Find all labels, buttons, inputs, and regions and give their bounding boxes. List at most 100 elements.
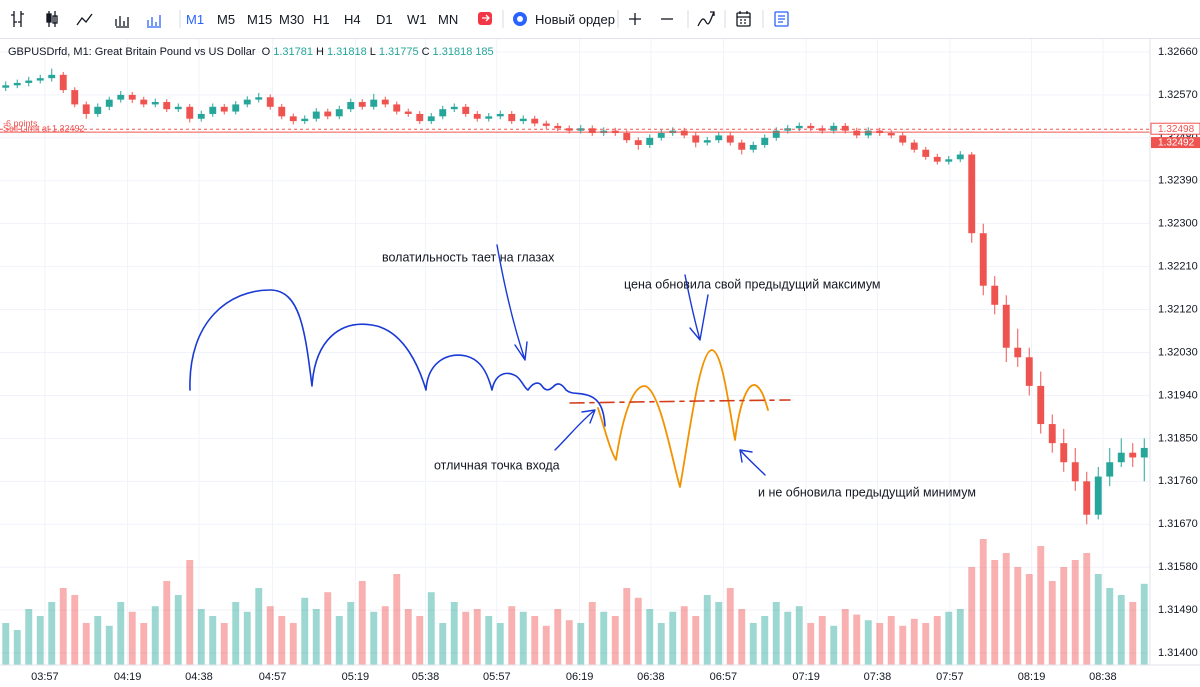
icon-candles-body[interactable] <box>52 15 58 24</box>
x-tick-label: 04:38 <box>185 671 213 683</box>
candle-body <box>151 102 159 105</box>
candle-body <box>1140 447 1148 458</box>
volume-bar <box>347 602 355 665</box>
volume-bar <box>71 595 79 665</box>
candle-body <box>82 104 90 114</box>
candle-body <box>140 99 148 105</box>
volume-bar <box>991 560 999 665</box>
volume-bar <box>128 611 136 665</box>
volume-bar <box>519 611 527 665</box>
candle-body <box>646 137 654 145</box>
volume-bar <box>899 625 907 665</box>
timeframe-button[interactable]: MN <box>438 12 459 27</box>
icon-calendar[interactable] <box>736 12 751 27</box>
volume-value: 185 <box>475 46 494 58</box>
volume-bar <box>289 623 297 665</box>
volume-bar <box>703 595 711 665</box>
blue-wave <box>189 289 606 427</box>
candle-body <box>657 133 665 138</box>
candle-body <box>1060 443 1068 463</box>
icon-order-dot[interactable] <box>517 16 523 22</box>
candle-body <box>243 99 251 105</box>
icon-bars[interactable] <box>11 11 24 27</box>
candle-body <box>427 116 435 122</box>
timeframe-button[interactable]: W1 <box>407 12 427 27</box>
x-tick-label: 05:38 <box>412 671 440 683</box>
candle-body <box>186 106 194 119</box>
volume-bar <box>473 609 481 665</box>
volume-bar <box>485 616 493 665</box>
y-tick-label: 1.32660 <box>1158 46 1198 58</box>
candle-body <box>841 125 849 131</box>
volume-bar <box>13 630 21 665</box>
icon-notes-lines[interactable] <box>778 15 785 23</box>
candle-body <box>25 80 33 83</box>
candle-body <box>1014 347 1022 358</box>
volume-bar <box>1060 567 1068 665</box>
y-tick-label: 1.31580 <box>1158 561 1198 573</box>
x-tick-label: 04:57 <box>259 671 287 683</box>
volume-bar <box>82 623 90 665</box>
volume-bar <box>611 616 619 665</box>
candle-body <box>1048 424 1056 444</box>
timeframe-button[interactable]: D1 <box>376 12 393 27</box>
y-tick-label: 1.31850 <box>1158 432 1198 444</box>
timeframe-button[interactable]: M30 <box>279 12 305 27</box>
volume-bar <box>795 606 803 665</box>
icon-candles-body[interactable] <box>46 13 52 23</box>
volume-bar <box>646 609 654 665</box>
volume-bar <box>669 611 677 665</box>
x-tick-label: 07:38 <box>864 671 892 683</box>
candle-body <box>887 133 895 136</box>
icon-volume-active[interactable] <box>147 15 161 28</box>
candle-body <box>2 85 10 88</box>
ohlc-value: 1.31818 <box>326 46 367 58</box>
timeframe-button[interactable]: H1 <box>313 12 330 27</box>
icon-trade-arrow[interactable] <box>482 14 490 22</box>
timeframe-button[interactable]: M1 <box>186 12 205 27</box>
hand-drawing <box>189 244 791 488</box>
candle-body <box>335 109 343 117</box>
candle-body <box>312 111 320 119</box>
volume-bar <box>945 611 953 665</box>
volume-bar <box>1083 553 1091 665</box>
candle-body <box>531 118 539 124</box>
volume-bar <box>335 616 343 665</box>
candle-body <box>370 99 378 107</box>
timeframe-button[interactable]: M15 <box>247 12 273 27</box>
annotation: и не обновила предыдущий минимум <box>758 485 976 499</box>
volume-bar <box>94 616 102 665</box>
candle-body <box>703 140 711 143</box>
annotation: волатильность тает на глазах <box>382 250 555 264</box>
candle-body <box>1129 452 1137 458</box>
icon-notes[interactable] <box>774 11 789 27</box>
timeframe-button[interactable]: H4 <box>344 12 361 27</box>
candle-body <box>381 99 389 105</box>
annotation: цена обновила свой предыдущий максимум <box>624 277 881 291</box>
icon-volume[interactable] <box>115 16 129 28</box>
x-tick-label: 04:19 <box>114 671 142 683</box>
icon-calendar-marks[interactable] <box>737 11 750 24</box>
candle-body <box>1117 452 1125 463</box>
icon-indicators[interactable] <box>697 11 715 27</box>
arrow <box>684 274 709 341</box>
candle-body <box>347 102 355 110</box>
volume-bar <box>266 606 274 665</box>
timeframe-button[interactable]: M5 <box>217 12 236 27</box>
candle-body <box>393 104 401 112</box>
volume-bar <box>174 595 182 665</box>
new-order-button[interactable]: Новый ордер <box>535 12 615 27</box>
volume-bar <box>59 588 67 665</box>
candle-body <box>830 125 838 131</box>
orange-wave <box>597 349 769 488</box>
order-label: Sell Limit at 1.32492 <box>3 123 85 133</box>
icon-plus[interactable] <box>629 13 641 25</box>
y-tick-label: 1.32300 <box>1158 218 1198 230</box>
arrow <box>496 244 528 361</box>
icon-line[interactable] <box>76 13 93 26</box>
candle-body <box>864 130 872 136</box>
candle-body <box>174 106 182 110</box>
candle-body <box>128 94 136 100</box>
candle-body <box>565 128 573 131</box>
volume-bar <box>312 609 320 665</box>
